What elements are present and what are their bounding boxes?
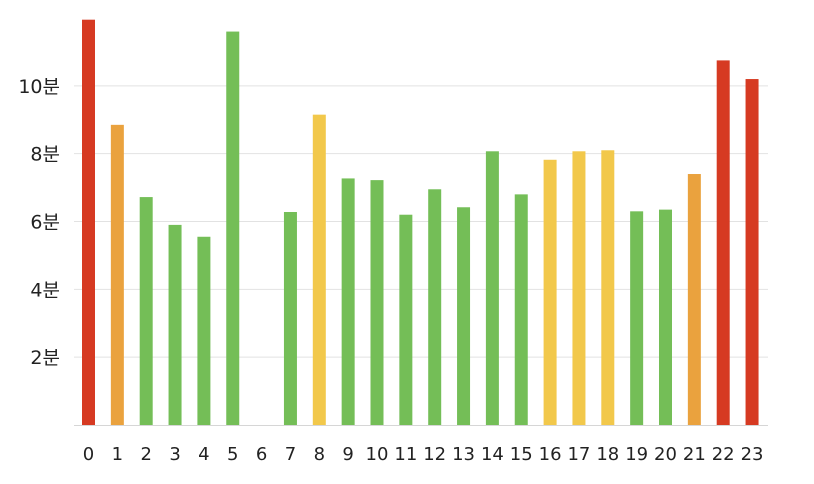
x-tick-label: 11	[394, 444, 417, 465]
y-tick-label: 6분	[30, 212, 60, 234]
y-tick-label: 4분	[30, 279, 60, 301]
bar-hour-4	[197, 236, 211, 425]
x-tick-label: 22	[712, 444, 735, 465]
bar-hour-12	[428, 189, 442, 425]
grid-lines	[74, 85, 768, 426]
bar-hour-10	[370, 180, 384, 425]
bar-hour-9	[341, 178, 355, 425]
x-tick-label: 3	[169, 444, 180, 465]
x-tick-label: 8	[314, 444, 325, 465]
x-tick-label: 0	[83, 444, 94, 465]
x-tick-label: 15	[510, 444, 533, 465]
bar-hour-7	[283, 212, 297, 425]
x-tick-label: 2	[140, 444, 151, 465]
bar-hour-16	[543, 159, 557, 425]
y-axis-ticks: 2분 4분 6분 8분 10분	[18, 76, 60, 369]
y-tick-label: 8분	[30, 144, 60, 166]
x-tick-label: 17	[567, 444, 590, 465]
bar-hour-11	[399, 214, 413, 425]
x-tick-label: 19	[625, 444, 648, 465]
bar-hour-2	[139, 197, 153, 425]
bar-hour-17	[572, 151, 586, 426]
x-tick-label: 6	[256, 444, 267, 465]
x-tick-label: 20	[654, 444, 677, 465]
bar-hour-1	[110, 124, 124, 426]
bars	[82, 19, 759, 426]
y-tick-label: 10분	[18, 76, 60, 98]
x-tick-label: 16	[539, 444, 562, 465]
x-tick-label: 21	[683, 444, 706, 465]
x-tick-label: 18	[596, 444, 619, 465]
bar-hour-21	[687, 174, 701, 425]
x-tick-label: 10	[366, 444, 389, 465]
x-tick-label: 23	[741, 444, 764, 465]
bar-hour-14	[485, 151, 499, 426]
bar-hour-13	[457, 207, 471, 425]
x-tick-label: 13	[452, 444, 475, 465]
x-tick-label: 14	[481, 444, 504, 465]
x-tick-label: 9	[342, 444, 353, 465]
bar-hour-22	[716, 60, 730, 425]
bar-hour-20	[659, 209, 672, 425]
bar-hour-18	[601, 150, 615, 425]
bar-hour-5	[226, 31, 240, 426]
bar-hour-3	[168, 224, 182, 425]
bar-hour-8	[312, 114, 326, 425]
x-tick-label: 1	[112, 444, 123, 465]
x-axis-ticks: 0 1 2 3 4 5 6 7 8 9 10 11 12 13 14 15 16 17 18 19 20 21 22 23	[83, 444, 764, 465]
bar-hour-0	[82, 19, 95, 426]
bar-hour-15	[514, 194, 528, 425]
y-tick-label: 2분	[30, 347, 60, 369]
x-tick-label: 4	[198, 444, 209, 465]
x-tick-label: 7	[285, 444, 296, 465]
x-tick-label: 5	[227, 444, 238, 465]
bar-hour-19	[630, 211, 644, 425]
bar-hour-23	[745, 79, 759, 426]
x-tick-label: 12	[423, 444, 446, 465]
